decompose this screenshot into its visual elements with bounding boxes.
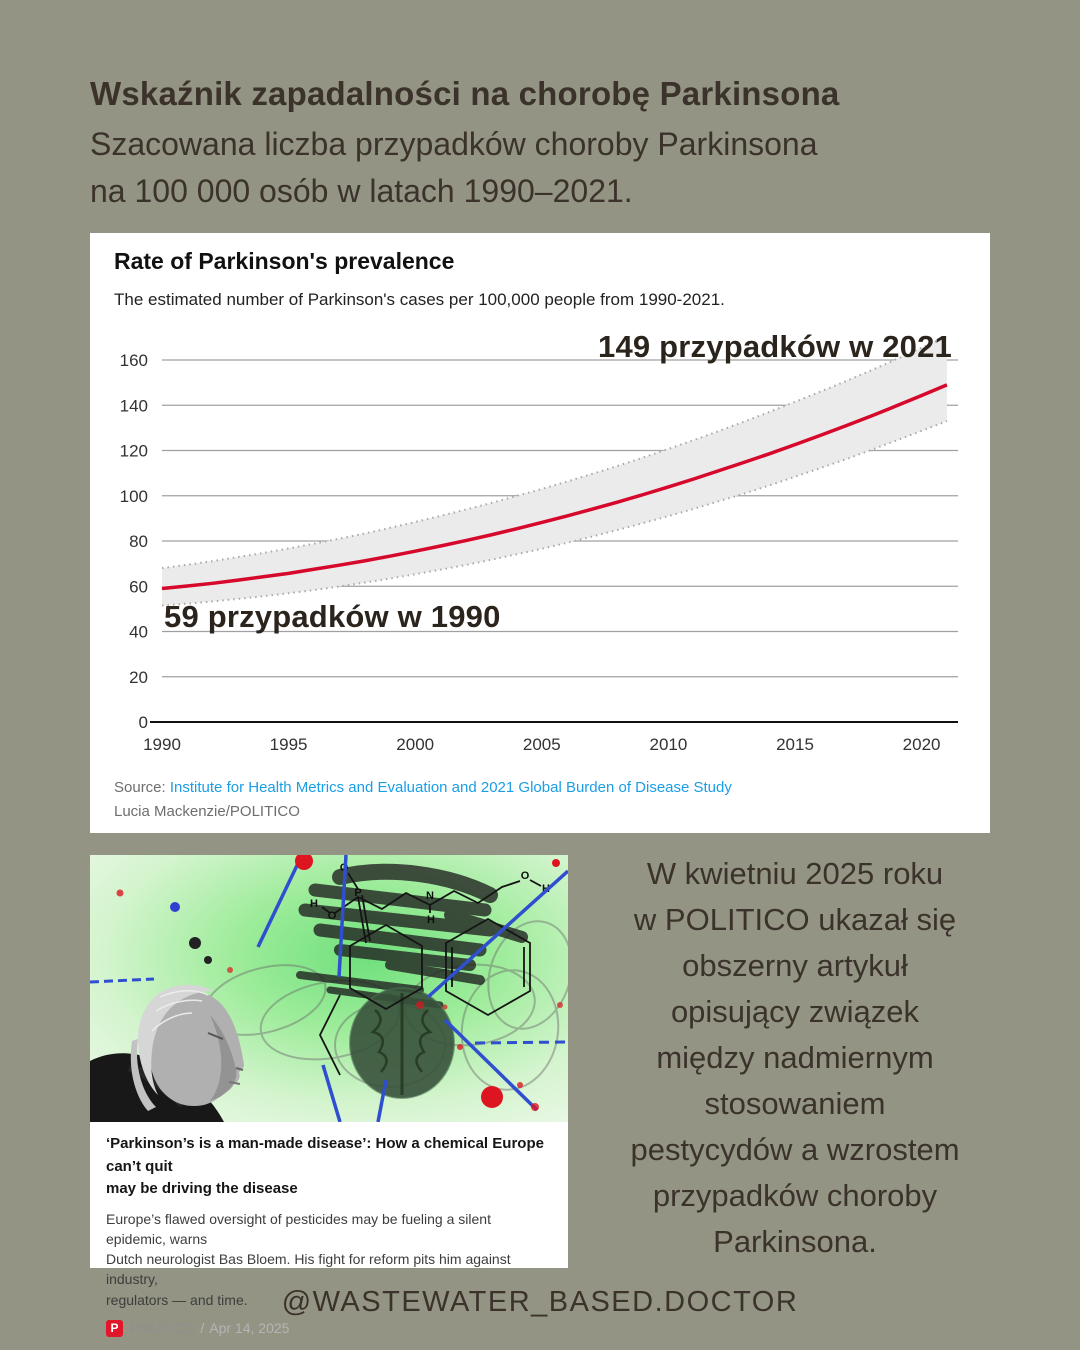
- svg-text:O: O: [328, 910, 337, 922]
- x-tick-label: 2005: [523, 735, 561, 754]
- instagram-handle: @WASTEWATER_BASED.DOCTOR: [281, 1286, 799, 1318]
- source-prefix: Source:: [114, 779, 170, 796]
- y-tick-label: 80: [129, 532, 148, 551]
- annotation-2021: 149 przypadków w 2021: [598, 329, 952, 364]
- chemical-structure: [318, 872, 542, 1076]
- chart-subtitle: The estimated number of Parkinson's case…: [114, 290, 725, 309]
- man-profile-photo: [90, 984, 244, 1122]
- confidence-band: [162, 336, 947, 606]
- article-date: Apr 14, 2025: [209, 1320, 290, 1337]
- x-tick-label: 2000: [396, 735, 434, 754]
- x-tick-label: 2020: [903, 735, 941, 754]
- article-text: ‘Parkinson’s is a man-made disease’: How…: [90, 1122, 568, 1337]
- credit-line: Lucia Mackenzie/POLITICO: [114, 803, 300, 820]
- svg-text:N: N: [426, 890, 434, 902]
- prevalence-line: [161, 383, 948, 591]
- chart-card: 0 20 40 60 80 100 120 140 160 1990 1995 2000 2005 201…: [90, 233, 990, 833]
- article-footer: P POLITICO / Apr 14, 2025: [106, 1319, 552, 1337]
- brain-illustration: [349, 987, 455, 1099]
- annotation-1990: 59 przypadków w 1990: [164, 599, 501, 634]
- red-splatter: [116, 855, 563, 1111]
- y-tick-label: 160: [120, 351, 148, 370]
- chart-title: Rate of Parkinson's prevalence: [114, 248, 455, 274]
- blue-lines: [90, 855, 568, 1122]
- article-headline: ‘Parkinson’s is a man-made disease’: How…: [106, 1135, 544, 1197]
- y-tick-label: 40: [129, 623, 148, 642]
- y-tick-label: 60: [129, 577, 148, 596]
- svg-text:P: P: [354, 887, 361, 899]
- politico-brand: POLITICO: [130, 1320, 196, 1337]
- prevalence-chart-svg: 0 20 40 60 80 100 120 140 160 1990 1995 2000 2005 201…: [120, 335, 958, 754]
- x-tick-label: 2010: [649, 735, 687, 754]
- x-tick-label: 1990: [143, 735, 181, 754]
- article-body: Europe’s flawed oversight of pesticides …: [106, 1210, 511, 1308]
- ink-blobs: [170, 902, 212, 964]
- article-collage-image: O H O P N H O H: [90, 855, 568, 1122]
- y-tick-label: 20: [129, 668, 148, 687]
- y-tick-label: 100: [120, 487, 148, 506]
- page-subtitle: Szacowana liczba przypadków choroby Park…: [90, 126, 818, 209]
- x-tick-label: 2015: [776, 735, 814, 754]
- x-tick-label: 1995: [270, 735, 308, 754]
- source-line: Source: Institute for Health Metrics and…: [114, 779, 732, 796]
- header: Wskaźnik zapadalności na chorobę Parkins…: [90, 72, 1000, 215]
- article-card[interactable]: O H O P N H O H: [90, 855, 568, 1337]
- polish-commentary: W kwietniu 2025 roku w POLITICO ukazał s…: [630, 856, 960, 1259]
- source-link[interactable]: Institute for Health Metrics and Evaluat…: [169, 779, 732, 796]
- svg-text:O: O: [521, 870, 530, 882]
- page-title: Wskaźnik zapadalności na chorobę Parkins…: [90, 75, 840, 112]
- svg-text:H: H: [310, 898, 318, 910]
- confidence-band-lower-border: [161, 420, 948, 607]
- y-tick-label: 140: [120, 396, 148, 415]
- y-tick-label: 0: [139, 713, 148, 732]
- svg-text:H: H: [427, 914, 435, 926]
- confidence-band-upper-border: [161, 335, 948, 570]
- politico-logo-icon: P: [106, 1319, 123, 1337]
- article-date-separator: /: [200, 1320, 205, 1337]
- y-tick-label: 120: [120, 442, 148, 461]
